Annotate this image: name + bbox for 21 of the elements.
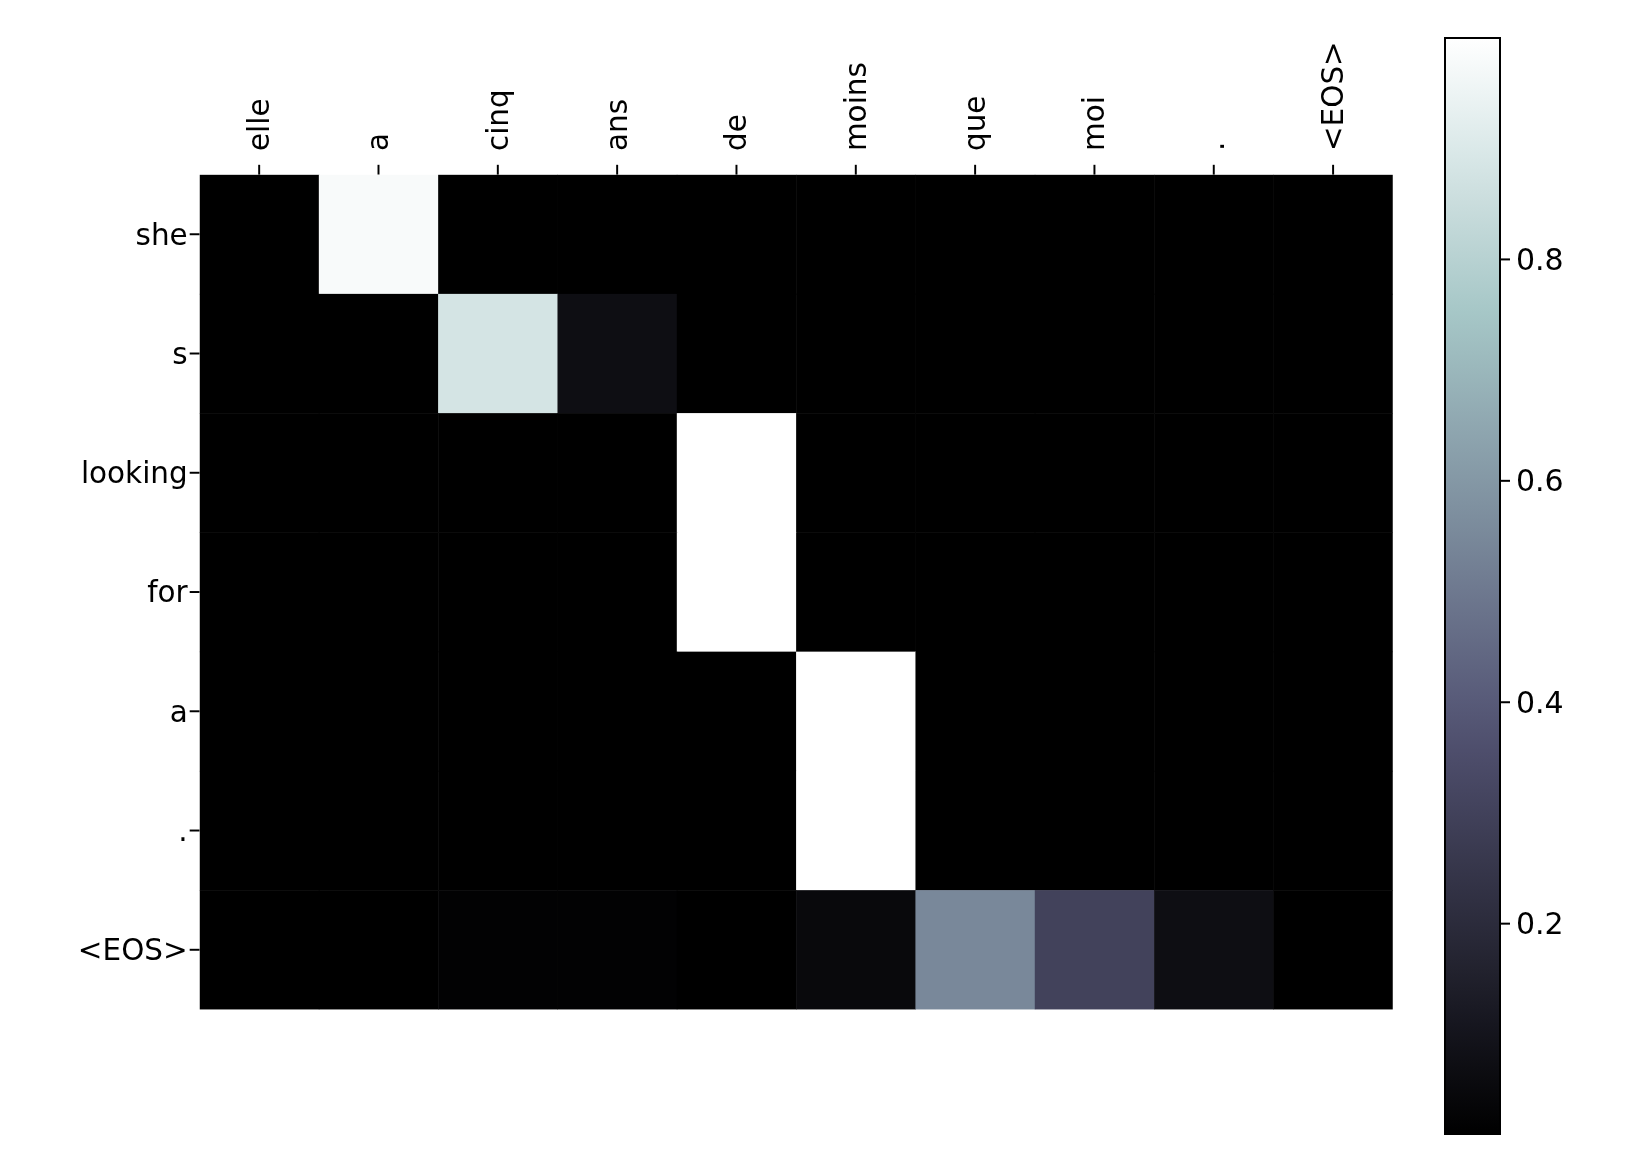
x-tick-label: de: [719, 114, 754, 152]
x-tick-label: que: [958, 95, 993, 152]
x-tick-label: ans: [600, 98, 635, 152]
color-bar-label: 0.2: [1515, 906, 1564, 942]
y-tick-label: a: [169, 694, 188, 729]
y-tick-label: s: [172, 336, 188, 371]
color-bar-label: 0.4: [1515, 684, 1564, 720]
x-tick-label: elle: [242, 98, 277, 152]
x-tick-label: .: [1196, 141, 1231, 152]
x-tick-label: <EOS>: [1316, 41, 1351, 152]
y-tick-label: she: [135, 217, 188, 252]
x-tick-label: a: [361, 132, 396, 152]
y-tick-label: for: [147, 575, 189, 610]
color-bar-label: 0.6: [1515, 463, 1564, 499]
y-tick-label: <EOS>: [77, 933, 188, 968]
x-tick-label: cinq: [480, 89, 515, 152]
x-tick-label: moins: [838, 62, 873, 152]
x-tick-label: moi: [1077, 96, 1112, 152]
y-tick-label: looking: [80, 456, 188, 491]
y-tick-label: .: [178, 813, 188, 848]
color-bar-label: 0.8: [1515, 241, 1564, 277]
